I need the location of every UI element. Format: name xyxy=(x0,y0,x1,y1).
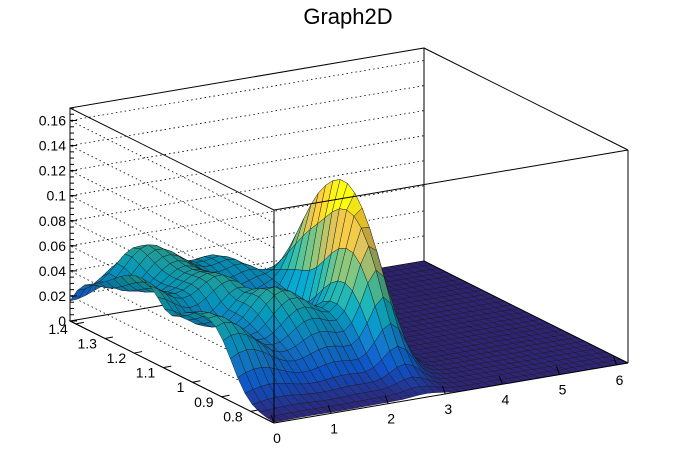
z-tick-label: 0.04 xyxy=(39,263,66,279)
z-axis: 0 0.02 0.04 0.06 0.08 0.1 0.12 0.14 0.16 xyxy=(39,107,77,329)
z-grid-line xyxy=(68,85,425,248)
z-tick-label: 0.1 xyxy=(47,188,67,204)
z-tick-label: 0.16 xyxy=(39,113,66,129)
z-tick-label: 0.06 xyxy=(39,238,66,254)
y-tick-label: 0.9 xyxy=(194,394,214,410)
y-tick xyxy=(75,321,84,325)
x-tick xyxy=(556,366,560,375)
y-tick-label: 1.3 xyxy=(78,335,98,351)
x-tick-label: 6 xyxy=(616,372,624,388)
y-tick-label: 1.2 xyxy=(107,350,127,366)
x-tick-label: 1 xyxy=(330,420,338,436)
y-tick xyxy=(250,409,259,412)
x-tick xyxy=(613,356,618,366)
x-tick xyxy=(327,405,332,414)
z-tick-label: 0.14 xyxy=(39,138,66,154)
y-tick xyxy=(104,336,114,339)
z-tick-label: 0.02 xyxy=(39,288,66,304)
y-tick-label: 1 xyxy=(177,379,185,395)
y-tick xyxy=(221,394,230,398)
x-tick-label: 0 xyxy=(273,430,281,446)
x-tick-label: 4 xyxy=(501,391,509,407)
top-front-edge xyxy=(273,149,629,211)
y-tick xyxy=(163,365,172,369)
z-tick-label: 0 xyxy=(58,313,66,329)
x-tick-label: 3 xyxy=(444,401,452,417)
z-tick-label: 0.12 xyxy=(39,163,66,179)
y-axis-line xyxy=(69,320,275,424)
x-tick xyxy=(498,376,503,385)
y-tick-label: 1.4 xyxy=(48,321,68,337)
surface-mesh xyxy=(69,179,629,423)
x-tick xyxy=(270,414,275,424)
top-right-edge xyxy=(423,47,629,151)
x-axis-line xyxy=(273,362,629,424)
front-frame xyxy=(69,47,629,424)
x-axis: 0 1 2 3 4 5 6 xyxy=(270,356,624,446)
z-grid-line xyxy=(68,60,425,223)
y-tick-label: 1.1 xyxy=(136,365,156,381)
x-tick xyxy=(384,395,389,404)
chart-title: Graph2D xyxy=(303,4,392,29)
floor-right-edge xyxy=(423,260,629,364)
y-tick-label: 0.8 xyxy=(223,408,243,424)
x-tick-label: 5 xyxy=(559,382,567,398)
y-tick xyxy=(192,380,201,383)
x-tick xyxy=(441,385,446,395)
y-tick xyxy=(134,351,143,354)
x-tick-label: 2 xyxy=(387,411,395,427)
y-axis: 0.8 0.9 1 1.1 1.2 1.3 1.4 xyxy=(48,321,259,424)
z-tick-label: 0.08 xyxy=(39,213,66,229)
